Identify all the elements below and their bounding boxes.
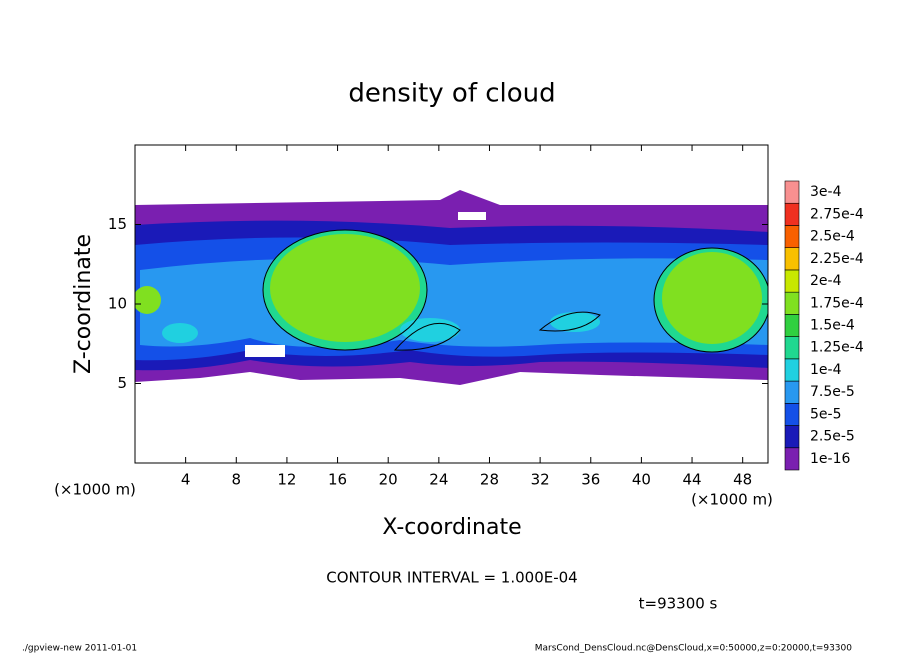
colorbar-label: 1e-16 <box>810 451 850 467</box>
contour-interval: CONTOUR INTERVAL = 1.000E-04 <box>326 569 577 587</box>
colorbar-label: 1.25e-4 <box>810 340 864 356</box>
y-tick-label: 5 <box>117 374 127 392</box>
y-tick-label: 10 <box>108 295 127 313</box>
cloud-field <box>135 190 768 385</box>
x-tick-label: 40 <box>632 471 651 489</box>
colorbar-label: 2.5e-5 <box>810 429 855 445</box>
time-label: t=93300 s <box>639 595 718 613</box>
y-tick-label: 15 <box>108 215 127 233</box>
x-tick-label: 12 <box>277 471 296 489</box>
x-tick-label: 28 <box>480 471 499 489</box>
colorbar-box <box>784 269 800 293</box>
colorbar-label: 2.25e-4 <box>810 251 864 267</box>
colorbar-box <box>784 225 800 248</box>
x-tick-label: 20 <box>379 471 398 489</box>
colorbar-box <box>784 336 800 360</box>
colorbar-box <box>784 358 800 382</box>
colorbar-label: 2.5e-4 <box>810 229 855 245</box>
colorbar-label: 1.75e-4 <box>810 295 864 311</box>
colorbar-box <box>784 291 800 315</box>
colorbar-label: 2e-4 <box>810 273 842 289</box>
x-tick-label: 36 <box>581 471 600 489</box>
colorbar-label: 5e-5 <box>810 406 841 422</box>
x-tick-label: 32 <box>531 471 550 489</box>
y-axis-label: Z-coordinate <box>71 234 96 374</box>
colorbar-label: 7.5e-5 <box>810 384 855 400</box>
x-tick-label: 8 <box>232 471 242 489</box>
colorbar-box <box>784 447 800 471</box>
colorbar-box <box>784 247 800 271</box>
colorbar-box <box>784 403 800 426</box>
x-tick-label: 16 <box>328 471 347 489</box>
colorbar-box <box>784 314 800 337</box>
x-tick-label: 24 <box>429 471 448 489</box>
chart-title: density of cloud <box>348 79 555 109</box>
x-axis-label: X-coordinate <box>382 515 521 540</box>
x-unit: (×1000 m) <box>691 491 773 509</box>
colorbar-label: 1.5e-4 <box>810 318 855 334</box>
x-unit: (×1000 m) <box>54 481 136 499</box>
colorbar-box <box>784 425 800 449</box>
footer-left: ./gpview-new 2011-01-01 <box>22 644 137 654</box>
colorbar-label: 1e-4 <box>810 362 842 378</box>
colorbar-box <box>784 380 800 404</box>
colorbar-label: 2.75e-4 <box>810 206 864 222</box>
colorbar-box <box>784 202 800 226</box>
x-tick-label: 4 <box>181 471 191 489</box>
colorbar-label: 3e-4 <box>810 184 842 200</box>
footer-right: MarsCond_DensCloud.nc@DensCloud,x=0:5000… <box>535 644 852 654</box>
colorbar-box <box>784 180 800 204</box>
x-tick-label: 48 <box>733 471 752 489</box>
x-tick-label: 44 <box>682 471 701 489</box>
